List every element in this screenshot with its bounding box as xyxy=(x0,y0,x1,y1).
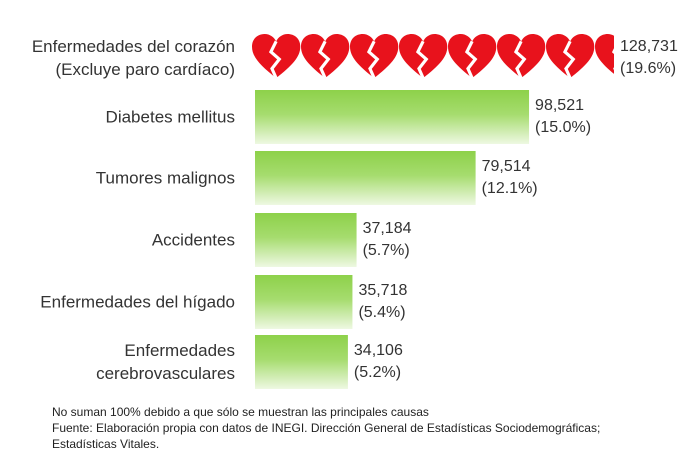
bar xyxy=(255,90,530,144)
value-label: 34,106 (5.2%) xyxy=(354,340,403,384)
heart xyxy=(252,34,301,79)
value-number: 79,514 xyxy=(481,158,531,175)
value-percentage: (12.1%) xyxy=(481,180,538,197)
bar xyxy=(255,213,357,267)
heart xyxy=(595,34,614,74)
category-label: Enfermedades del hígado xyxy=(40,292,235,312)
footnote-line: Estadísticas Vitales. xyxy=(52,437,160,451)
value-percentage: (19.6%) xyxy=(620,60,677,77)
heart xyxy=(301,34,350,79)
footnote-line: Fuente: Elaboración propia con datos de … xyxy=(52,421,601,435)
bar xyxy=(255,335,348,389)
heart xyxy=(350,34,399,79)
category-label: Enfermedades del corazón (Excluye paro c… xyxy=(31,37,235,79)
value-percentage: (5.7%) xyxy=(362,242,410,259)
heart xyxy=(497,34,546,79)
value-label: 128,731 (19.6%) xyxy=(620,36,678,80)
value-label: 98,521 (15.0%) xyxy=(535,95,591,139)
value-number: 128,731 xyxy=(620,38,678,55)
category-label: Accidentes xyxy=(151,230,235,250)
value-percentage: (15.0%) xyxy=(535,119,592,136)
value-percentage: (5.2%) xyxy=(353,364,402,381)
heart-crack xyxy=(317,40,331,79)
category-label: Tumores malignos xyxy=(95,168,235,188)
heart xyxy=(448,34,497,79)
footnote-line: No suman 100% debido a que sólo se muest… xyxy=(52,405,429,419)
heart xyxy=(546,34,595,79)
value-label: 79,514 (12.1%) xyxy=(482,156,538,200)
value-number: 37,184 xyxy=(362,220,412,237)
heart xyxy=(399,34,448,79)
value-number: 35,718 xyxy=(358,282,408,299)
heart-crack xyxy=(268,40,282,79)
heart-shape xyxy=(595,34,614,74)
heart-crack xyxy=(415,40,429,79)
value-number: 98,521 xyxy=(535,97,584,114)
heart-crack xyxy=(464,40,478,79)
value-label: 37,184 (5.7%) xyxy=(363,218,412,262)
category-label: Enfermedades cerebrovasculares xyxy=(96,341,235,383)
footnotes: No suman 100% debido a que sólo se muest… xyxy=(52,404,600,452)
value-label: 35,718 (5.4%) xyxy=(358,280,407,324)
category-label: Diabetes mellitus xyxy=(105,107,235,127)
value-number: 34,106 xyxy=(353,342,403,359)
heart-crack xyxy=(562,40,576,79)
bar xyxy=(255,275,353,329)
value-percentage: (5.4%) xyxy=(358,304,406,321)
bar xyxy=(255,151,476,205)
heart-crack xyxy=(366,40,380,79)
heart-crack xyxy=(513,40,527,79)
heart-bar xyxy=(252,34,614,79)
